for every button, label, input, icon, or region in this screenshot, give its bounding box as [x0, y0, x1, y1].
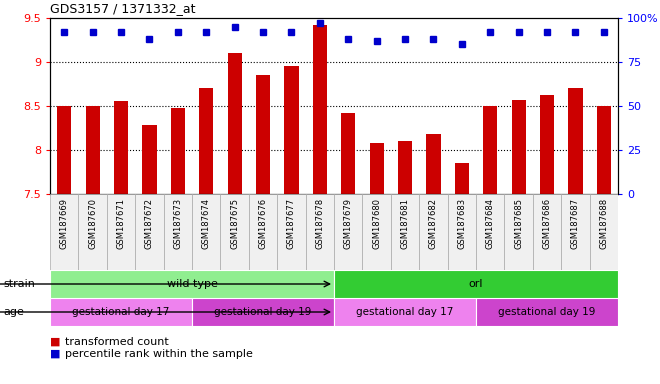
Bar — [391, 194, 419, 270]
Bar — [334, 194, 362, 270]
Text: GSM187683: GSM187683 — [457, 198, 467, 249]
Bar — [476, 298, 618, 326]
Bar — [504, 194, 533, 270]
Text: GSM187678: GSM187678 — [315, 198, 324, 249]
Bar — [114, 101, 128, 194]
Text: percentile rank within the sample: percentile rank within the sample — [65, 349, 252, 359]
Text: GSM187671: GSM187671 — [117, 198, 125, 249]
Bar — [199, 88, 213, 194]
Text: GSM187672: GSM187672 — [145, 198, 154, 249]
Bar — [79, 194, 107, 270]
Text: gestational day 17: gestational day 17 — [356, 307, 453, 317]
Bar — [398, 141, 412, 194]
Bar — [597, 106, 611, 194]
Text: gestational day 19: gestational day 19 — [214, 307, 312, 317]
Bar — [476, 194, 504, 270]
Bar — [50, 270, 334, 298]
Bar — [589, 194, 618, 270]
Bar — [540, 96, 554, 194]
Text: ■: ■ — [50, 349, 61, 359]
Text: GSM187685: GSM187685 — [514, 198, 523, 249]
Text: orl: orl — [469, 279, 483, 289]
Text: GSM187675: GSM187675 — [230, 198, 239, 249]
Text: age: age — [3, 307, 24, 317]
Bar — [334, 270, 618, 298]
Bar — [284, 66, 298, 194]
Text: GSM187677: GSM187677 — [287, 198, 296, 249]
Bar — [192, 194, 220, 270]
Bar — [370, 143, 383, 194]
Text: ■: ■ — [50, 337, 61, 347]
Bar — [419, 194, 447, 270]
Text: GSM187682: GSM187682 — [429, 198, 438, 249]
Text: GSM187680: GSM187680 — [372, 198, 381, 249]
Text: GSM187688: GSM187688 — [599, 198, 609, 249]
Bar — [568, 88, 583, 194]
Bar — [249, 194, 277, 270]
Bar — [192, 298, 334, 326]
Text: GSM187684: GSM187684 — [486, 198, 495, 249]
Text: GDS3157 / 1371332_at: GDS3157 / 1371332_at — [50, 2, 195, 15]
Text: GSM187676: GSM187676 — [259, 198, 267, 249]
Text: strain: strain — [3, 279, 35, 289]
Bar — [107, 194, 135, 270]
Bar — [533, 194, 561, 270]
Bar — [57, 106, 71, 194]
Bar — [313, 25, 327, 194]
Bar — [143, 125, 156, 194]
Bar — [135, 194, 164, 270]
Text: gestational day 19: gestational day 19 — [498, 307, 596, 317]
Bar — [171, 108, 185, 194]
Bar — [334, 298, 476, 326]
Bar — [512, 100, 526, 194]
Text: wild type: wild type — [166, 279, 217, 289]
Text: GSM187670: GSM187670 — [88, 198, 97, 249]
Bar — [164, 194, 192, 270]
Bar — [50, 298, 192, 326]
Text: GSM187681: GSM187681 — [401, 198, 409, 249]
Text: GSM187674: GSM187674 — [202, 198, 211, 249]
Text: gestational day 17: gestational day 17 — [73, 307, 170, 317]
Text: GSM187679: GSM187679 — [344, 198, 352, 249]
Bar — [86, 106, 100, 194]
Text: GSM187686: GSM187686 — [543, 198, 552, 249]
Text: GSM187687: GSM187687 — [571, 198, 580, 249]
Bar — [341, 113, 355, 194]
Bar — [306, 194, 334, 270]
Bar — [228, 53, 242, 194]
Bar — [447, 194, 476, 270]
Bar — [256, 75, 270, 194]
Bar — [455, 163, 469, 194]
Bar — [483, 106, 497, 194]
Bar — [362, 194, 391, 270]
Bar — [277, 194, 306, 270]
Text: GSM187673: GSM187673 — [174, 198, 182, 249]
Text: GSM187669: GSM187669 — [59, 198, 69, 249]
Bar — [561, 194, 589, 270]
Bar — [426, 134, 440, 194]
Text: transformed count: transformed count — [65, 337, 168, 347]
Bar — [50, 194, 79, 270]
Bar — [220, 194, 249, 270]
